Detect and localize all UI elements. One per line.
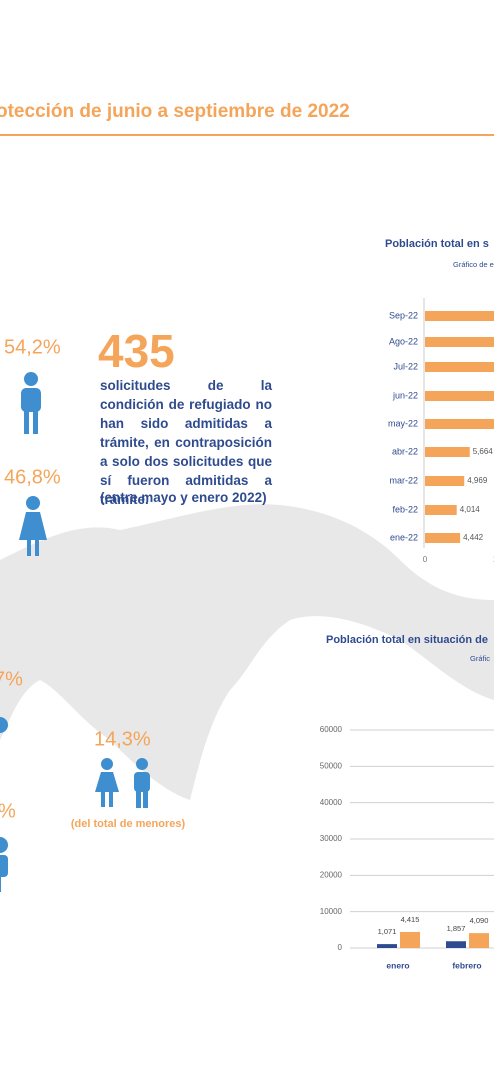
bar [469,933,489,948]
chart-title: Población total en s [385,238,489,250]
x-tick-label: febrero [452,960,481,970]
boy-icon [134,758,150,808]
y-tick-label: 0 [338,943,343,952]
y-tick-label: 20000 [320,870,343,879]
bar [425,391,494,401]
y-tick-label: jun-22 [392,390,418,400]
bar [425,476,465,486]
data-label: 4,415 [401,915,420,924]
period: (entre mayo y enero 2022) [100,490,267,505]
men-percent: 54,2% [4,336,61,358]
data-label: 1,857 [447,924,466,933]
y-tick-label: ene-22 [390,532,418,542]
partial-percent: % [0,800,16,822]
partial-icon [0,837,8,892]
x-tick-label: 0 [423,555,428,564]
data-label: 4,014 [460,505,481,514]
page-title: otección de junio a septiembre de 2022 [0,101,350,122]
y-tick-label: 60000 [320,725,343,734]
minors-percent: 14,3% [94,728,151,750]
bar [425,311,494,321]
map [0,504,494,800]
data-label: 4,090 [470,916,489,925]
women-percent: 46,8% [4,466,61,488]
y-tick-label: 30000 [320,834,343,843]
chart-subtitle: Gráfic [470,654,490,663]
partial-percent: 7% [0,668,23,690]
x-tick-label: enero [386,960,409,970]
chart-title: Población total en situación de [326,634,488,646]
x-tick-label: 10000 [493,555,494,564]
data-label: 1,071 [378,927,397,936]
partial-icon [0,717,8,733]
data-label: 4,969 [467,476,488,485]
man-icon [21,372,41,434]
woman-icon [19,496,47,556]
y-tick-label: Ago-22 [389,336,418,346]
y-tick-label: may-22 [388,418,418,428]
y-tick-label: 10000 [320,907,343,916]
bar [425,505,457,515]
bar [425,447,470,457]
bar [446,941,466,948]
y-tick-label: feb-22 [392,504,418,514]
data-label: 5,664 [473,447,494,456]
bar [425,419,494,429]
description: solicitudes de la condición de refugiado… [100,378,272,507]
bar [425,337,494,347]
bar [425,362,494,372]
data-label: 4,442 [463,533,484,542]
y-tick-label: mar-22 [389,475,418,485]
bar [425,533,461,543]
y-tick-label: Jul-22 [393,361,418,371]
y-tick-label: 50000 [320,761,343,770]
y-tick-label: 40000 [320,798,343,807]
y-tick-label: Sep-22 [389,310,418,320]
bar [400,931,420,948]
girl-icon [95,758,119,807]
minors-note: (del total de menores) [71,818,186,830]
y-tick-label: abr-22 [392,446,418,456]
bar [377,944,397,948]
count: 435 [98,325,175,377]
chart-subtitle: Gráfico de e [453,260,494,269]
